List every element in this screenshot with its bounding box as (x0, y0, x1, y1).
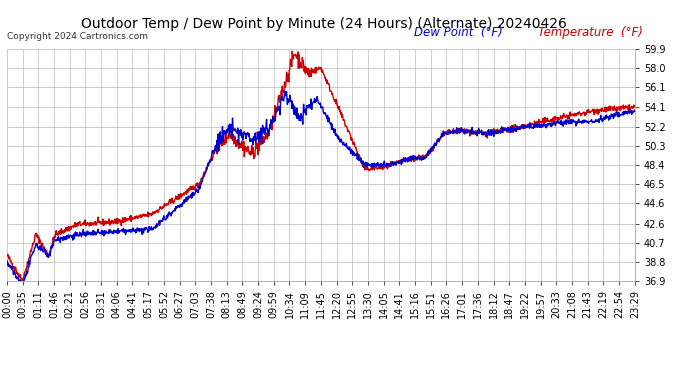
Text: Temperature  (°F): Temperature (°F) (538, 26, 643, 39)
Text: Dew Point  (°F): Dew Point (°F) (414, 26, 503, 39)
Text: Outdoor Temp / Dew Point by Minute (24 Hours) (Alternate) 20240426: Outdoor Temp / Dew Point by Minute (24 H… (81, 17, 567, 31)
Text: Copyright 2024 Cartronics.com: Copyright 2024 Cartronics.com (7, 32, 148, 41)
